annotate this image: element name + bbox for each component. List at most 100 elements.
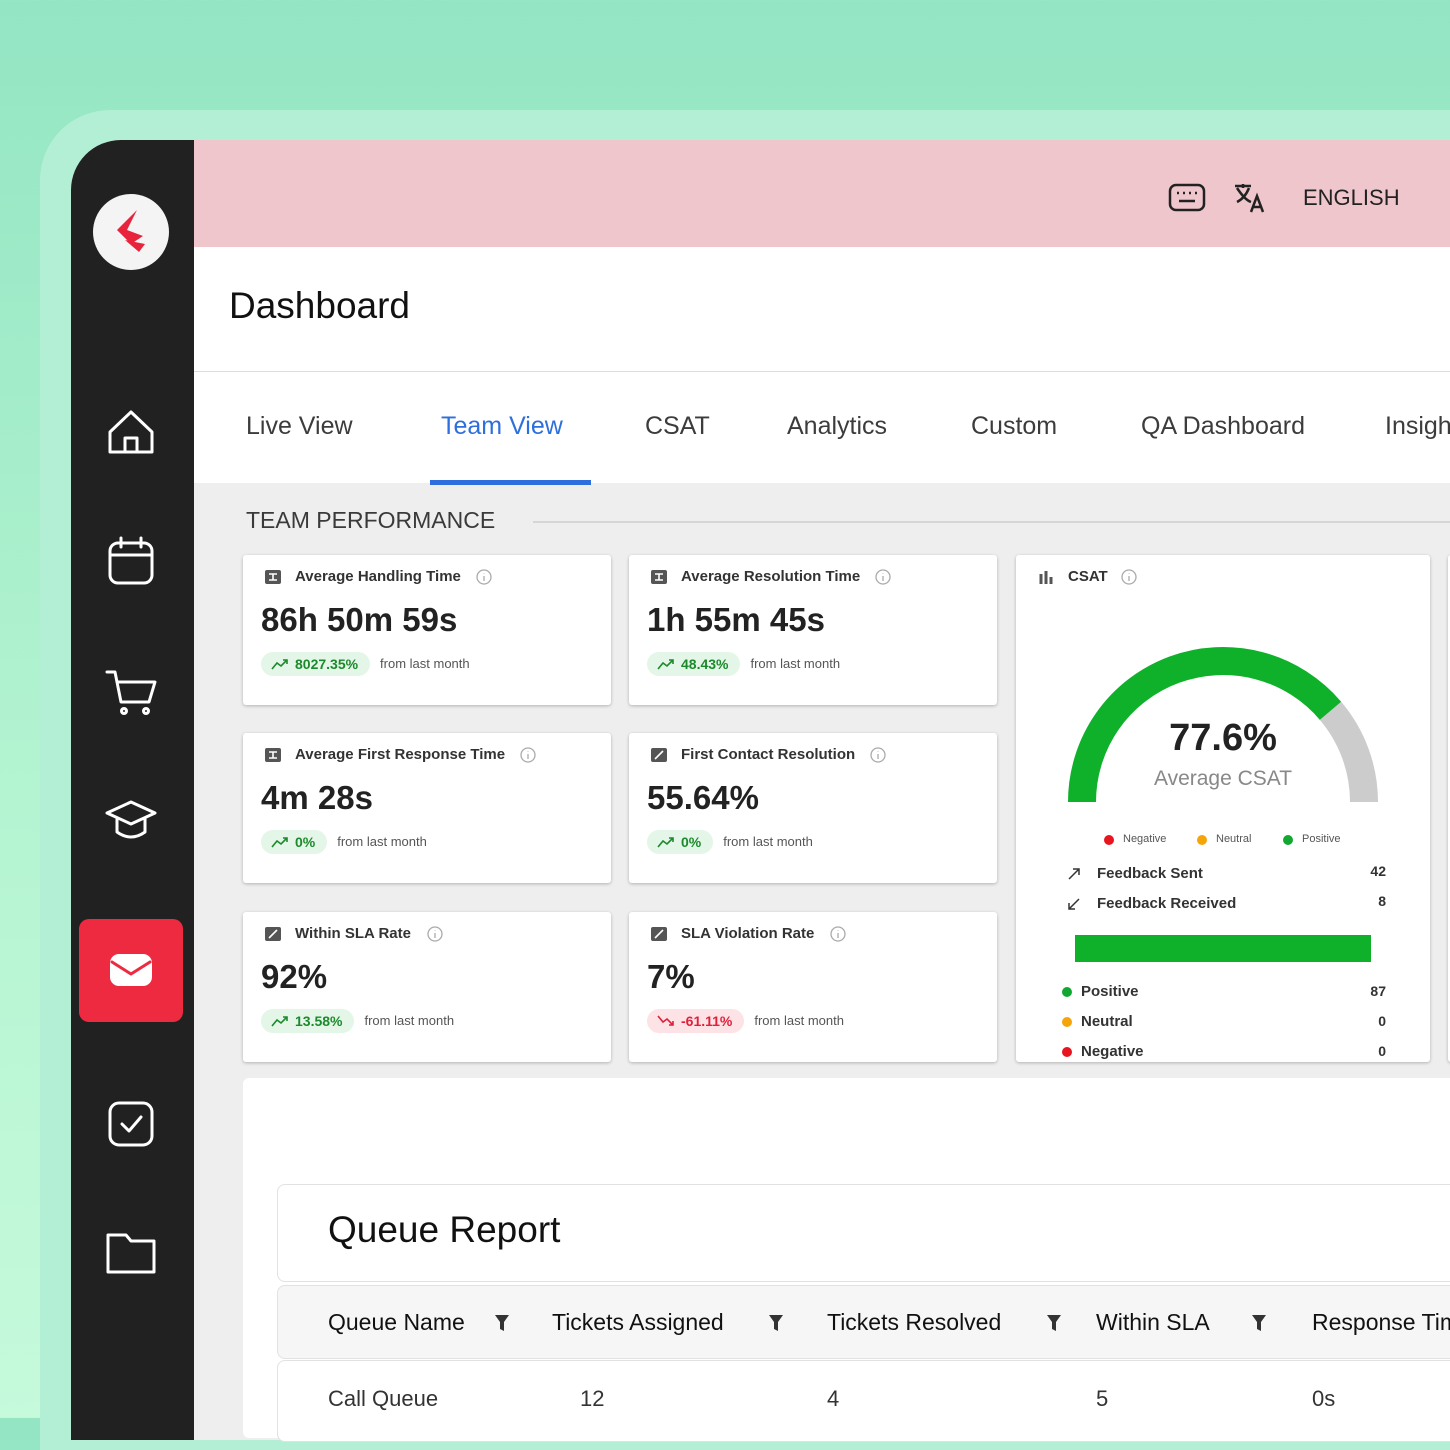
breakdown-label: Positive	[1081, 983, 1139, 1000]
arrow-glyph	[1068, 868, 1080, 880]
tab[interactable]: QA Dashboard	[1141, 412, 1305, 440]
section-rule	[533, 521, 1450, 523]
metric-title: Within SLA Rate	[295, 925, 411, 942]
trend-arrow	[657, 659, 674, 670]
info-icon[interactable]	[1120, 568, 1138, 586]
metric-value: 1h 55m 45s	[647, 601, 825, 638]
gauge-label: 77.6%	[1169, 717, 1277, 759]
metric-title: SLA Violation Rate	[681, 925, 815, 942]
cart-icon[interactable]	[105, 670, 157, 704]
info-icon[interactable]	[475, 568, 493, 586]
trend-arrow	[271, 837, 288, 848]
change-note: from last month	[380, 656, 470, 671]
translate-icon[interactable]	[1235, 184, 1265, 213]
page-title: Dashboard	[229, 285, 411, 326]
metric-card: SLA Violation Rate 7% -61.11% from last mon…	[629, 912, 997, 1062]
tab[interactable]: Live View	[246, 412, 353, 440]
table-cell: 4	[827, 1386, 840, 1411]
info-icon[interactable]	[869, 746, 887, 764]
timer-icon	[265, 570, 281, 584]
calendar-icon[interactable]	[108, 541, 154, 585]
table-cell: 5	[1096, 1386, 1109, 1411]
breakdown-dot	[1062, 1047, 1072, 1057]
feedback-label: Feedback Sent	[1097, 865, 1203, 882]
change-pill: 8027.35%	[261, 652, 371, 676]
filter-glyph	[1047, 1315, 1061, 1331]
tab[interactable]: Team View	[441, 412, 563, 440]
metric-value: 92%	[261, 958, 328, 995]
breakdown-dot	[1062, 1017, 1072, 1027]
table-cell: 12	[580, 1386, 605, 1411]
top-icons	[1168, 183, 1265, 213]
info-circle	[520, 747, 536, 763]
table-cell: 0s	[1312, 1386, 1336, 1411]
metric-card: Average First Response Time 4m 28s 0% from …	[243, 733, 611, 883]
metric-value: 4m 28s	[261, 779, 373, 816]
filter-glyph	[1252, 1315, 1266, 1331]
metric-title: Average Resolution Time	[681, 568, 861, 585]
tab[interactable]: Insights	[1385, 412, 1450, 440]
metric-card: First Contact Resolution 55.64% 0% from las…	[629, 733, 997, 883]
info-icon[interactable]	[874, 568, 892, 586]
active-tab-underline	[430, 480, 591, 485]
sidebar-icons	[79, 194, 183, 1274]
info-circle	[870, 747, 886, 763]
column-header: Response Time	[1312, 1309, 1450, 1335]
tab[interactable]: Custom	[971, 412, 1058, 440]
queue-row	[277, 1360, 1450, 1442]
percent-icon	[651, 748, 667, 762]
metric-value: 7%	[647, 958, 695, 995]
info-icon[interactable]	[829, 925, 847, 943]
logo-mark	[125, 240, 145, 252]
arrow-glyph	[1068, 898, 1080, 910]
legend-label: Negative	[1123, 833, 1167, 845]
sentiment-bar	[1075, 935, 1371, 962]
queue-header	[277, 1285, 1450, 1359]
change-note: from last month	[337, 834, 427, 849]
language[interactable]: ENGLISH	[1303, 185, 1400, 210]
trend-line	[271, 837, 288, 848]
info-circle	[830, 926, 846, 942]
tab-bar	[194, 372, 1450, 483]
logo-mark	[117, 210, 143, 244]
breakdown-value: 87	[1370, 983, 1386, 999]
trend-line	[657, 1015, 674, 1026]
title-bar	[194, 247, 1450, 372]
filter-icon[interactable]	[1046, 1313, 1062, 1333]
tasks-icon[interactable]	[108, 1101, 154, 1147]
breakdown-label: Neutral	[1081, 1013, 1133, 1030]
column-header: Tickets Assigned	[552, 1309, 724, 1335]
gauge-track	[1319, 701, 1378, 803]
metric-title: Average Handling Time	[295, 568, 461, 585]
icon-glyph	[654, 929, 664, 939]
next-card-edge	[1448, 555, 1450, 1062]
csat-title: CSAT	[1068, 568, 1108, 585]
trend-line	[657, 837, 674, 848]
filter-icon[interactable]	[494, 1313, 510, 1333]
csat-card: CSAT 77.6% Average CSAT Negative Neutral Posi…	[1016, 555, 1430, 1062]
legend-label: Neutral	[1216, 833, 1252, 845]
school-icon[interactable]	[105, 800, 157, 839]
info-circle	[1121, 569, 1137, 585]
folder-icon[interactable]	[106, 1233, 156, 1274]
icon-glyph	[268, 929, 278, 939]
keyboard-icon[interactable]	[1168, 183, 1206, 212]
info-icon[interactable]	[519, 746, 537, 764]
tab[interactable]: CSAT	[645, 412, 710, 440]
filter-icon[interactable]	[768, 1313, 784, 1333]
info-icon[interactable]	[426, 925, 444, 943]
filter-icon[interactable]	[1251, 1313, 1267, 1333]
change-pill: 0%	[261, 830, 328, 854]
home-icon[interactable]	[108, 410, 154, 454]
trend-line	[271, 1016, 288, 1027]
change-note: from last month	[723, 834, 813, 849]
metric-card: Average Handling Time 86h 50m 59s 8027.35%…	[243, 555, 611, 705]
tab[interactable]: Analytics	[787, 412, 888, 440]
feedback-arrow	[1068, 868, 1080, 880]
change-pill: 13.58%	[261, 1009, 355, 1033]
info-circle	[426, 926, 443, 942]
breakdown-label: Negative	[1081, 1043, 1144, 1060]
change-pill: 48.43%	[647, 652, 741, 676]
metric-card: Within SLA Rate 92% 13.58% from last month	[243, 912, 611, 1062]
